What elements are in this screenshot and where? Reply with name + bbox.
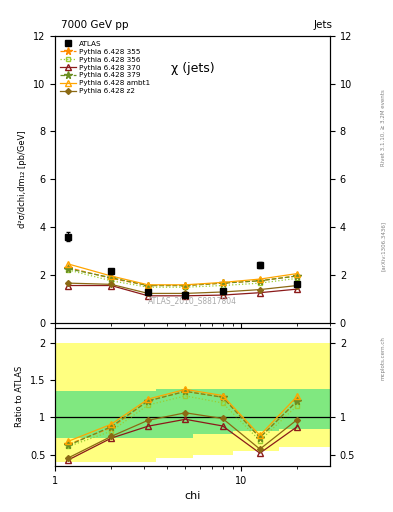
Text: [arXiv:1306.3436]: [arXiv:1306.3436] [381,221,386,271]
Text: Rivet 3.1.10, ≥ 3.2M events: Rivet 3.1.10, ≥ 3.2M events [381,90,386,166]
Text: Jets: Jets [313,19,332,30]
Y-axis label: Ratio to ATLAS: Ratio to ATLAS [15,366,24,428]
Text: ATLAS_2010_S8817804: ATLAS_2010_S8817804 [148,296,237,305]
Text: 7000 GeV pp: 7000 GeV pp [61,19,129,30]
X-axis label: chi: chi [184,491,201,501]
Text: χ (jets): χ (jets) [171,61,215,75]
Text: mcplots.cern.ch: mcplots.cern.ch [381,336,386,380]
Y-axis label: d²σ/dchi,dm₁₂ [pb/GeV]: d²σ/dchi,dm₁₂ [pb/GeV] [18,131,28,228]
Legend: ATLAS, Pythia 6.428 355, Pythia 6.428 356, Pythia 6.428 370, Pythia 6.428 379, P: ATLAS, Pythia 6.428 355, Pythia 6.428 35… [59,39,151,96]
